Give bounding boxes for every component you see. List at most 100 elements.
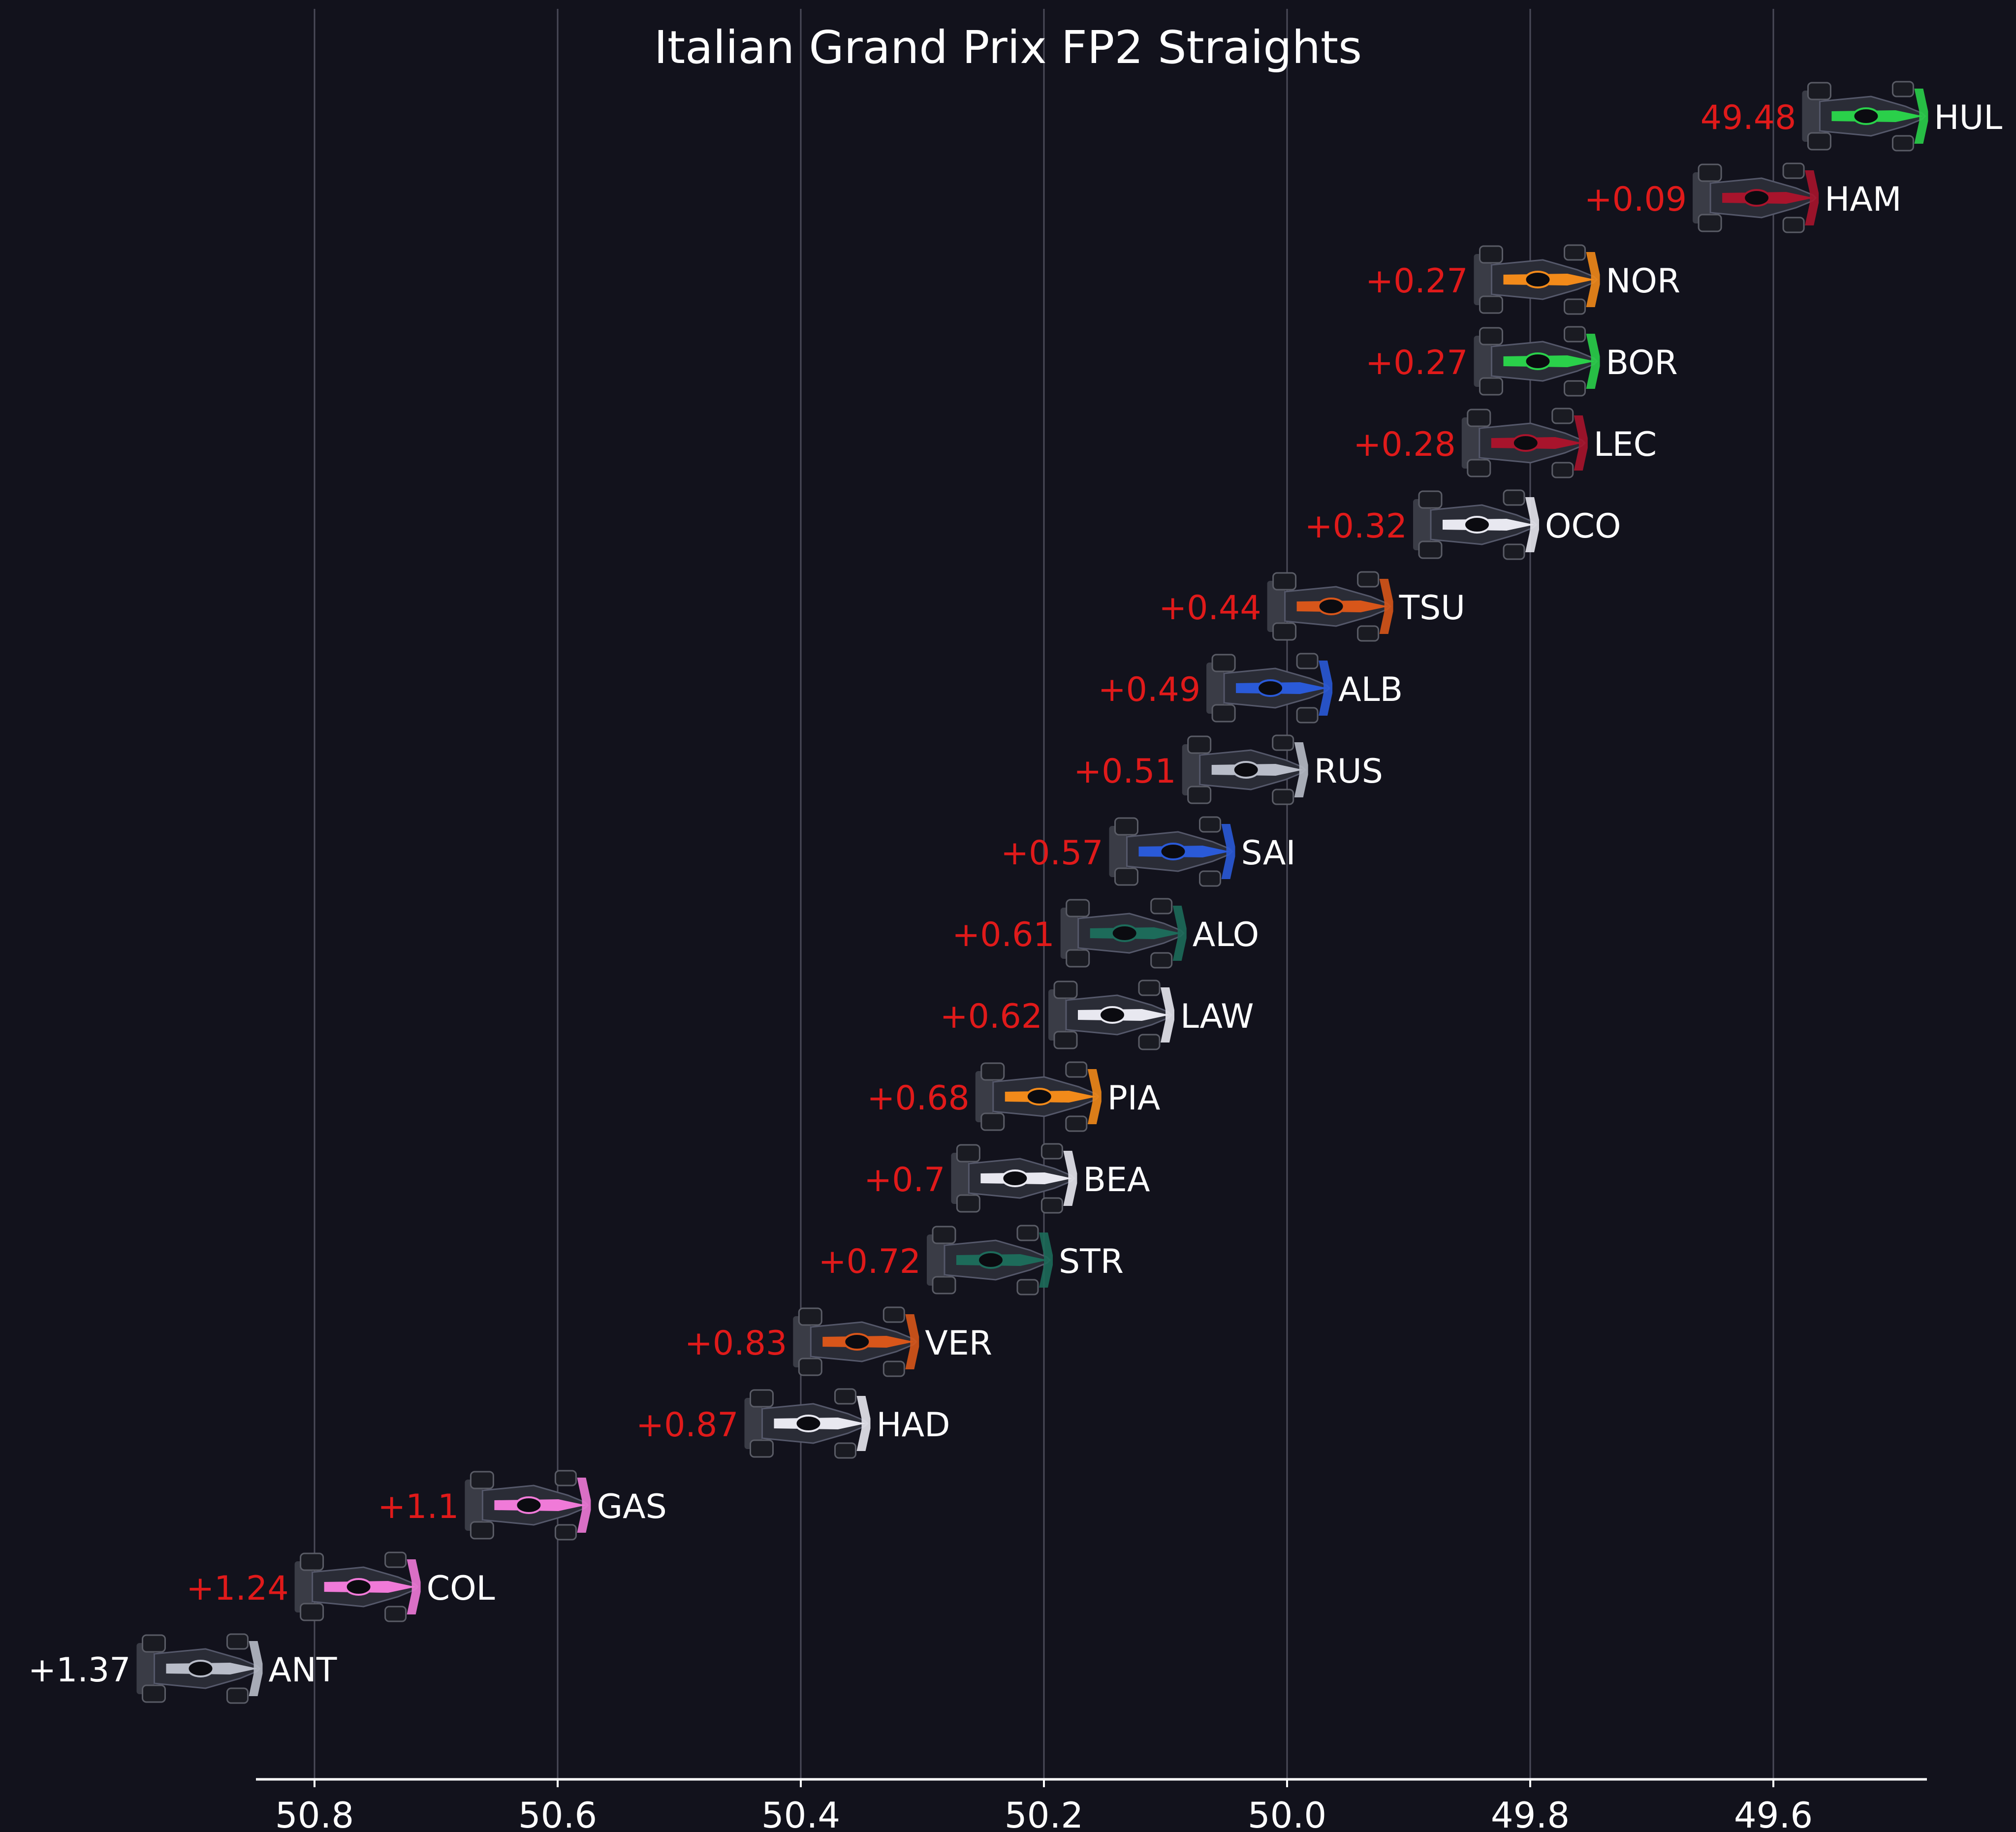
car-icon [465, 1470, 591, 1541]
rear-wing [793, 1316, 811, 1367]
data-point: BOR +0.27 [1365, 326, 1678, 397]
rear-wheel [1211, 704, 1236, 723]
data-point: TSU +0.44 [1159, 571, 1465, 642]
front-wheel [1564, 326, 1586, 343]
cockpit [794, 1415, 822, 1432]
data-points: HUL 49.48 HAM +0.09 NOR +0.27 BOR +0.27 LEC +0.28… [28, 81, 2002, 1704]
front-wing [856, 1396, 871, 1451]
front-wheel [1357, 625, 1380, 642]
rear-wing [1474, 254, 1492, 305]
front-wheel [1065, 1061, 1088, 1078]
driver-label: BOR [1606, 344, 1678, 382]
front-wing [1319, 661, 1333, 716]
time-label: +0.28 [1353, 425, 1455, 464]
cockpit [1159, 843, 1187, 860]
rear-wheel [980, 1112, 1005, 1131]
front-wheel [1891, 135, 1914, 152]
rear-wheel [750, 1389, 774, 1408]
car-icon [927, 1225, 1053, 1295]
front-wheel [1551, 408, 1574, 424]
front-wheel [226, 1633, 249, 1650]
cockpit [1852, 107, 1880, 125]
front-wing [1379, 579, 1393, 634]
data-point: ANT +1.37 [28, 1633, 337, 1704]
cockpit [1512, 434, 1540, 452]
front-wheel [1782, 217, 1805, 233]
front-wheel [1503, 543, 1525, 560]
driver-label: TSU [1399, 589, 1465, 628]
car-icon [1474, 326, 1600, 397]
cockpit [1524, 352, 1552, 370]
rear-wheel [470, 1471, 494, 1489]
rear-wing [1267, 581, 1285, 632]
front-wheel [1296, 707, 1319, 724]
data-point: PIA +0.68 [867, 1061, 1161, 1132]
cockpit [1257, 679, 1285, 697]
front-wheel [1040, 1197, 1063, 1214]
front-wheel [1016, 1225, 1039, 1241]
x-tick-label: 50.6 [518, 1795, 597, 1832]
x-tick-label: 50.8 [275, 1795, 354, 1832]
rear-wheel [300, 1603, 324, 1621]
front-wheel [1040, 1143, 1063, 1160]
driver-label: STR [1059, 1242, 1124, 1281]
driver-label: VER [925, 1324, 992, 1363]
cockpit [1001, 1169, 1029, 1187]
front-wheel [384, 1551, 407, 1568]
rear-wheel [1053, 980, 1078, 999]
rear-wing [1474, 336, 1492, 387]
data-point: ALB +0.49 [1098, 653, 1403, 724]
rear-wheel [1114, 817, 1138, 836]
driver-label: HAD [877, 1406, 950, 1445]
rear-wheel [1272, 572, 1297, 591]
car-icon [136, 1633, 263, 1704]
time-label: +0.27 [1365, 344, 1468, 382]
cockpit [977, 1251, 1005, 1269]
front-wheel [1551, 462, 1574, 478]
rear-wheel [1418, 490, 1443, 509]
front-wheel [1296, 653, 1319, 669]
front-wheel [1357, 571, 1380, 588]
data-point: HAM +0.09 [1584, 162, 1901, 233]
front-wheel [1138, 979, 1161, 996]
time-label: +0.27 [1365, 262, 1468, 301]
rear-wheel [1272, 622, 1297, 641]
rear-wing [465, 1480, 483, 1531]
data-point: BEA +0.7 [864, 1143, 1150, 1214]
rear-wing [294, 1561, 313, 1612]
x-tick-labels: 50.8 50.6 50.4 50.2 50.0 49.8 49.6 [275, 1779, 1813, 1832]
data-point: GAS +1.1 [378, 1470, 667, 1541]
rear-wheel [798, 1307, 822, 1326]
rear-wheel [980, 1062, 1005, 1081]
rear-wheel [1479, 377, 1503, 396]
front-wheel [1138, 1034, 1161, 1050]
x-tick-label: 49.6 [1734, 1795, 1813, 1832]
front-wing [249, 1641, 263, 1696]
front-wheel [1564, 380, 1586, 397]
front-wheel [384, 1606, 407, 1622]
rear-wheel [1807, 132, 1831, 151]
front-wheel [1150, 952, 1173, 969]
front-wheel [834, 1388, 856, 1405]
driver-label: HUL [1934, 98, 2002, 137]
cockpit [1524, 271, 1552, 288]
car-icon [1060, 898, 1187, 969]
front-wing [1294, 742, 1308, 797]
time-label: +0.49 [1098, 670, 1200, 709]
cockpit [1743, 189, 1771, 207]
rear-wheel [932, 1226, 956, 1244]
driver-label: PIA [1107, 1079, 1161, 1118]
rear-wheel [142, 1684, 166, 1703]
car-icon [1182, 734, 1308, 805]
car-icon [744, 1388, 871, 1459]
front-wing [1914, 89, 1928, 144]
driver-label: OCO [1545, 507, 1621, 546]
front-wheel [1016, 1279, 1039, 1295]
driver-label: LAW [1180, 997, 1254, 1036]
driver-label: BEA [1083, 1161, 1150, 1200]
x-tick-label: 49.8 [1491, 1795, 1570, 1832]
front-wheel [1199, 870, 1221, 887]
cockpit [1232, 761, 1260, 779]
front-wing [1172, 906, 1187, 961]
